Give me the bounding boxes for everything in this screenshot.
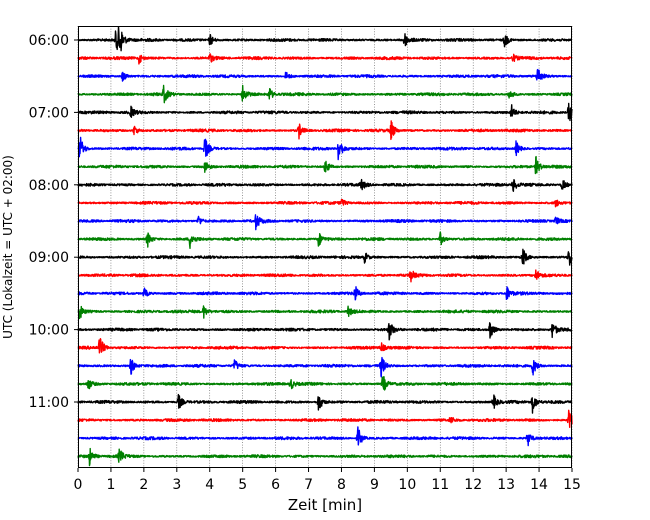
x-tick-label: 12 — [464, 477, 482, 493]
trace-line — [77, 286, 573, 301]
x-axis-label: Zeit [min] — [288, 496, 362, 514]
x-tick-label: 4 — [205, 477, 214, 493]
trace-line — [77, 155, 573, 175]
trace-line — [77, 322, 573, 341]
x-tick-label: 10 — [398, 477, 416, 493]
x-tick-label: 11 — [431, 477, 449, 493]
x-tick-label: 2 — [139, 477, 148, 493]
trace-line — [77, 214, 573, 231]
trace-line — [77, 102, 573, 122]
trace-line — [77, 426, 573, 447]
trace-line — [77, 198, 573, 208]
y-axis-ticks: 06:00 07:00 08:00 09:00 10:00 11:00 — [29, 33, 78, 411]
x-tick-label: 5 — [238, 477, 247, 493]
trace-line — [77, 120, 573, 141]
trace-line — [77, 269, 573, 283]
x-tick-label: 14 — [530, 477, 548, 493]
x-tick-label: 1 — [106, 477, 115, 493]
seismic-traces — [77, 26, 573, 467]
trace-line — [77, 178, 573, 192]
x-tick-label: 6 — [271, 477, 280, 493]
trace-line — [77, 84, 573, 104]
trace-line — [77, 376, 573, 391]
trace-line — [77, 248, 573, 266]
trace-line — [77, 305, 573, 320]
y-axis-label: UTC (Lokalzeit = UTC + 02:00) — [1, 155, 15, 339]
y-tick-label: 11:00 — [29, 395, 69, 411]
x-tick-label: 8 — [337, 477, 346, 493]
y-tick-label: 09:00 — [29, 250, 69, 266]
x-tick-label: 3 — [172, 477, 181, 493]
trace-line — [77, 393, 573, 414]
trace-line — [77, 338, 573, 354]
x-tick-label: 13 — [497, 477, 515, 493]
x-tick-label: 7 — [304, 477, 313, 493]
trace-line — [77, 231, 573, 250]
plot-area-frame — [78, 26, 572, 468]
trace-line — [77, 26, 573, 52]
x-tick-label: 9 — [370, 477, 379, 493]
y-tick-label: 10:00 — [29, 323, 69, 339]
trace-line — [77, 53, 573, 65]
trace-line — [77, 409, 573, 429]
y-tick-label: 08:00 — [29, 178, 69, 194]
trace-line — [77, 447, 573, 467]
y-tick-label: 06:00 — [29, 33, 69, 49]
y-tick-label: 07:00 — [29, 105, 69, 121]
x-axis-ticks: 0 1 2 3 4 5 6 7 8 9 10 11 12 13 14 15 — [74, 468, 581, 493]
x-tick-label: 15 — [563, 477, 581, 493]
trace-line — [77, 68, 573, 82]
trace-line — [77, 136, 573, 161]
x-tick-label: 0 — [74, 477, 83, 493]
trace-line — [77, 356, 573, 378]
